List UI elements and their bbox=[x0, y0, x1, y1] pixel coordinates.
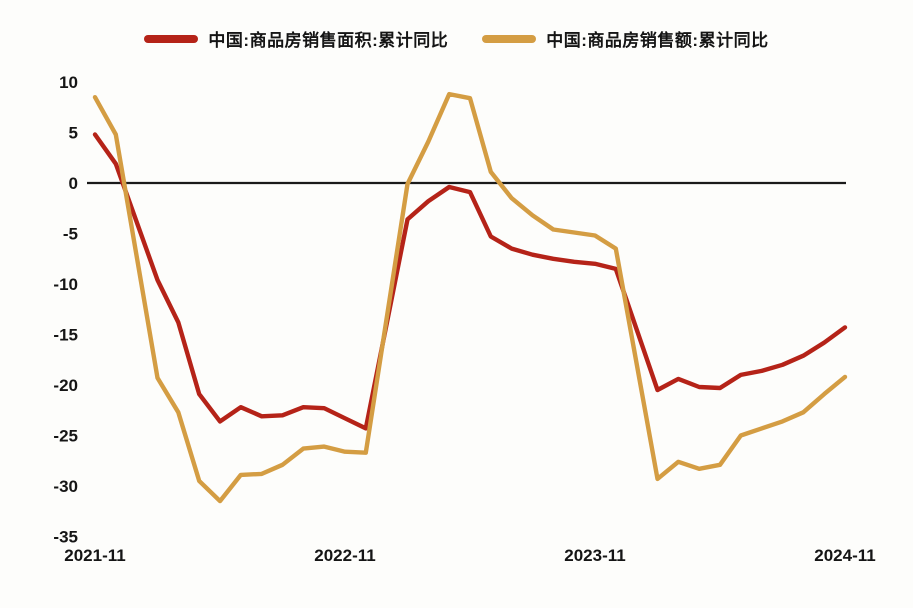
sales-value-line-swatch bbox=[482, 34, 537, 43]
series-line-sales-area bbox=[92, 132, 848, 431]
x-tick-label: 2023-11 bbox=[564, 546, 625, 565]
x-tick-label: 2021-11 bbox=[64, 546, 125, 565]
legend-label-sales-area: 中国:商品房销售面积:累计同比 bbox=[208, 31, 449, 50]
y-tick-label: 10 bbox=[59, 73, 78, 92]
y-tick-label: 0 bbox=[69, 174, 78, 193]
x-tick-label: 2024-11 bbox=[814, 546, 875, 565]
legend-item-sales-value: 中国:商品房销售额:累计同比 bbox=[482, 26, 768, 51]
y-tick-label: -25 bbox=[53, 427, 78, 446]
legend-item-sales-area: 中国:商品房销售面积:累计同比 bbox=[144, 26, 448, 51]
sales-area-line-swatch bbox=[144, 34, 199, 43]
series-line-sales-value bbox=[92, 91, 848, 504]
legend: 中国:商品房销售面积:累计同比 中国:商品房销售额:累计同比 bbox=[0, 26, 913, 51]
y-tick-label: 5 bbox=[69, 124, 78, 143]
legend-label-sales-value: 中国:商品房销售额:累计同比 bbox=[546, 31, 769, 50]
y-tick-label: -10 bbox=[53, 275, 78, 294]
y-tick-label: -5 bbox=[63, 225, 78, 244]
y-tick-label: -35 bbox=[53, 528, 78, 547]
y-tick-label: -15 bbox=[53, 326, 78, 345]
x-tick-label: 2022-11 bbox=[314, 546, 375, 565]
y-tick-label: -20 bbox=[53, 376, 78, 395]
y-tick-label: -30 bbox=[53, 477, 78, 496]
